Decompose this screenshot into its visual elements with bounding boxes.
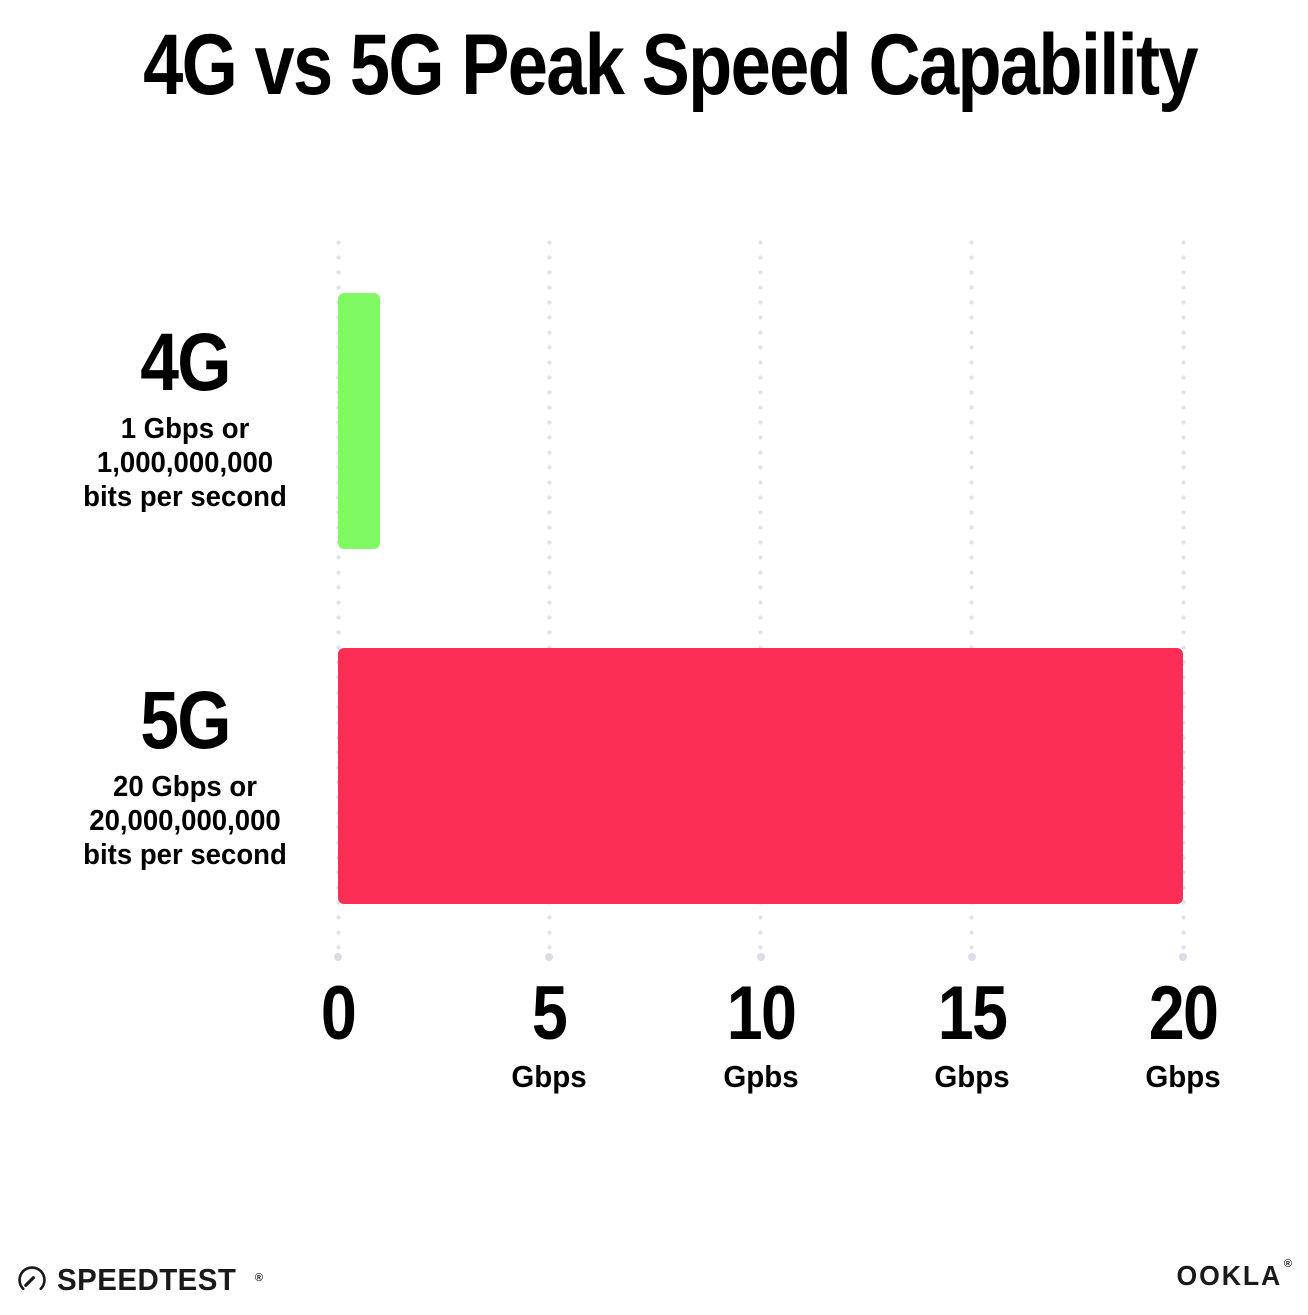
x-tick-15: 15 Gbps bbox=[862, 976, 1082, 1094]
chart-title: 4G vs 5G Peak Speed Capability bbox=[143, 17, 1198, 113]
plot-area bbox=[335, 235, 1186, 958]
4g-label-block: 4G 1 Gbps or 1,000,000,000 bits per second bbox=[30, 322, 340, 514]
x-tick-value: 15 bbox=[937, 971, 1008, 1056]
speedtest-logo: SPEEDTEST ® bbox=[16, 1262, 263, 1298]
4g-bar bbox=[338, 293, 381, 549]
sublabel-line: 1 Gbps or bbox=[120, 413, 250, 445]
x-tick-unit: Gbps bbox=[934, 1059, 1010, 1094]
gridline-5 bbox=[546, 235, 552, 958]
gridline-10 bbox=[758, 235, 763, 958]
sublabel-line: 20 Gbps or bbox=[113, 771, 257, 803]
speedtest-gauge-icon bbox=[18, 1266, 46, 1291]
sublabel-line: 1,000,000,000 bbox=[96, 447, 274, 479]
4g-sublabel: 1 Gbps or 1,000,000,000 bits per second bbox=[30, 412, 340, 514]
sublabel-line: bits per second bbox=[83, 839, 287, 871]
speedtest-trademark: ® bbox=[254, 1272, 263, 1284]
x-tick-value: 20 bbox=[1148, 971, 1219, 1056]
ookla-logo: OOKLA ® bbox=[1171, 1258, 1292, 1292]
x-tick-5: 5 Gbps bbox=[439, 976, 659, 1094]
x-tick-unit: Gbps bbox=[511, 1059, 587, 1094]
speedtest-wordmark: SPEEDTEST bbox=[57, 1262, 237, 1297]
4g-label: 4G bbox=[140, 317, 231, 408]
x-tick-value: 5 bbox=[532, 971, 568, 1056]
x-tick-value: 0 bbox=[320, 971, 357, 1056]
5g-label: 5G bbox=[140, 675, 231, 766]
5g-bar bbox=[338, 648, 1183, 904]
x-tick-value: 10 bbox=[726, 971, 796, 1056]
gridline-20 bbox=[1180, 235, 1186, 958]
sublabel-line: 20,000,000,000 bbox=[89, 805, 281, 837]
x-tick-unit: Gpbs bbox=[722, 1059, 799, 1094]
gridline-0 bbox=[335, 235, 341, 958]
gridline-15 bbox=[969, 235, 975, 958]
5g-label-block: 5G 20 Gbps or 20,000,000,000 bits per secon… bbox=[30, 680, 340, 872]
x-tick-10: 10 Gpbs bbox=[651, 976, 871, 1094]
ookla-trademark: ® bbox=[1283, 1258, 1292, 1270]
x-tick-unit: Gbps bbox=[1145, 1059, 1221, 1094]
x-tick-0: 0 bbox=[228, 976, 448, 1052]
sublabel-line: bits per second bbox=[83, 481, 287, 513]
5g-sublabel: 20 Gbps or 20,000,000,000 bits per second bbox=[30, 770, 340, 872]
ookla-wordmark: OOKLA bbox=[1176, 1260, 1282, 1291]
x-tick-20: 20 Gbps bbox=[1073, 976, 1293, 1094]
